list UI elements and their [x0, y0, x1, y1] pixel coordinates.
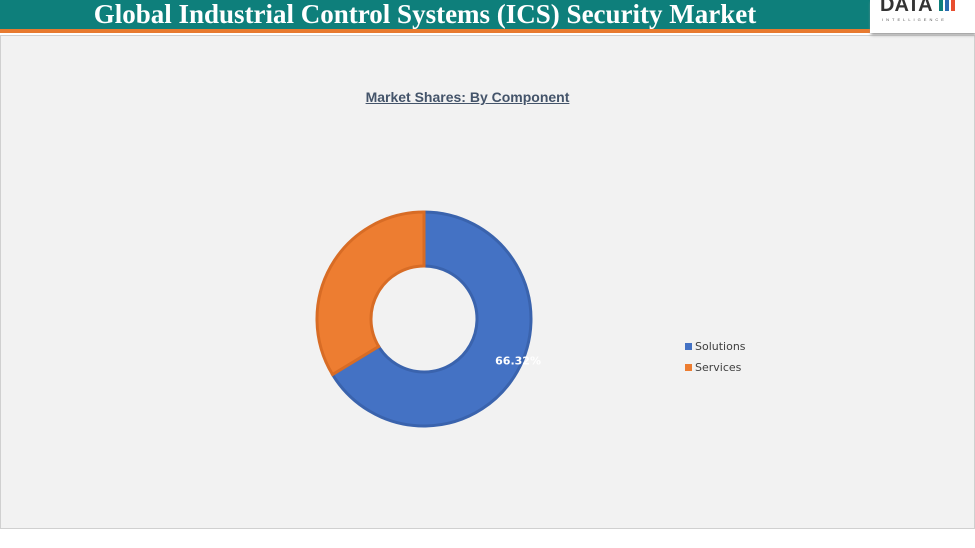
- header-accent-line: [0, 29, 870, 33]
- legend-item-solutions: Solutions: [685, 336, 746, 357]
- legend-label: Services: [695, 361, 742, 374]
- header-bar: [0, 0, 870, 29]
- data-label: 66.32%: [495, 355, 541, 368]
- legend-label: Solutions: [695, 340, 746, 353]
- legend: Solutions Services: [685, 336, 746, 378]
- legend-item-services: Services: [685, 357, 746, 378]
- chart-panel: Market Shares: By Component 66.32% Solut…: [0, 35, 975, 529]
- logo-text: DATA: [880, 0, 956, 17]
- donut-chart: 66.32%: [315, 210, 541, 428]
- page-title: Global Industrial Control Systems (ICS) …: [0, 0, 970, 29]
- logo-subtext: INTELLIGENCE: [882, 17, 947, 22]
- donut-slice-solutions: [330, 210, 533, 428]
- legend-swatch: [685, 364, 692, 371]
- page-title-text: Global Industrial Control Systems (ICS) …: [93, 0, 757, 29]
- chart-title: Market Shares: By Component: [365, 89, 570, 105]
- donut-slice-services: [315, 210, 426, 377]
- legend-swatch: [685, 343, 692, 350]
- logo: DATA INTELLIGENCE: [870, 0, 975, 33]
